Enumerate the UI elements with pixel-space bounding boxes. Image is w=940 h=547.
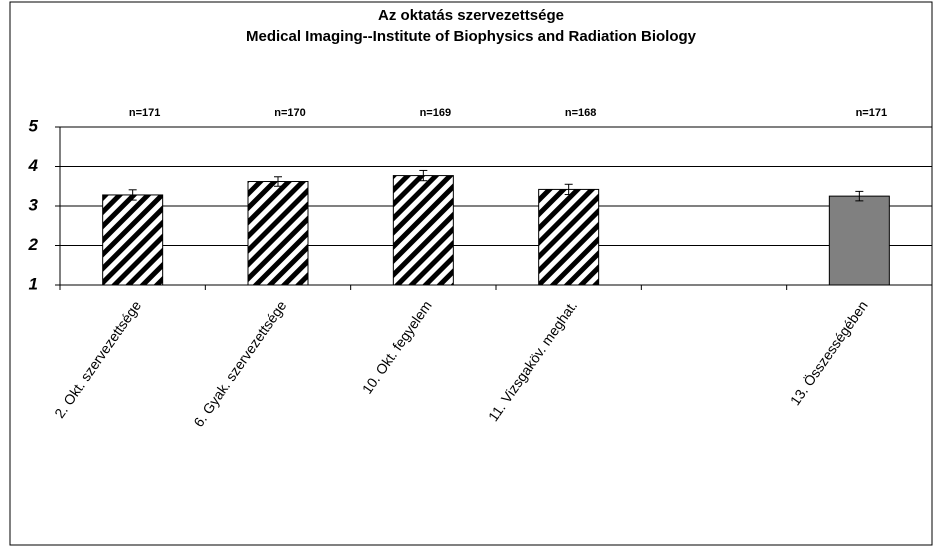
n-label: n=170	[274, 107, 306, 119]
chart-title: Az oktatás szervezettsége	[378, 7, 564, 24]
y-tick-label: 4	[28, 156, 39, 175]
bar	[538, 188, 600, 286]
n-label: n=171	[129, 107, 161, 119]
bar	[828, 195, 890, 286]
bar	[102, 194, 164, 286]
y-tick-label: 2	[28, 235, 39, 254]
bar	[392, 175, 454, 286]
y-tick-label: 5	[29, 116, 39, 135]
n-label: n=171	[856, 107, 888, 119]
y-tick-label: 1	[29, 274, 38, 293]
bar	[247, 181, 309, 286]
n-label: n=169	[420, 107, 452, 119]
y-tick-label: 3	[29, 195, 39, 214]
chart-border	[9, 1, 933, 546]
chart-subtitle: Medical Imaging--Institute of Biophysics…	[246, 28, 697, 45]
n-label: n=168	[565, 107, 597, 119]
